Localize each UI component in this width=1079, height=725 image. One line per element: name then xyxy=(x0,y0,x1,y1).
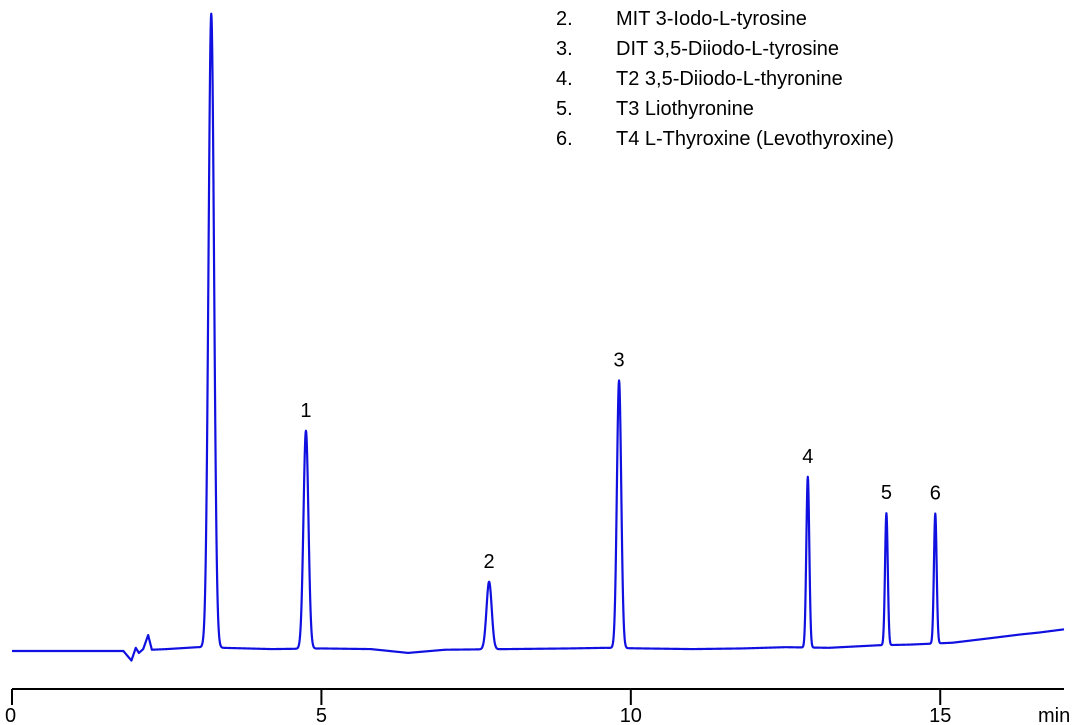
peak-label-6: 6 xyxy=(930,483,941,505)
peak-labels: 1 2 3 4 5 6 xyxy=(300,350,941,573)
x-tick-label: 10 xyxy=(620,705,642,725)
x-axis: 0 5 10 15 min xyxy=(5,688,1070,725)
legend-number: 3. xyxy=(556,38,573,60)
legend-entry: DIT 3,5-Diiodo-L-tyrosine xyxy=(616,38,839,60)
peak-label-1: 1 xyxy=(300,400,311,422)
peak-label-2: 2 xyxy=(484,551,495,573)
chromatogram-trace xyxy=(11,12,1065,662)
x-axis-unit: min xyxy=(1038,705,1070,725)
legend-number: 4. xyxy=(556,68,573,90)
x-tick-label: 15 xyxy=(929,705,951,725)
x-ticks: 0 5 10 15 xyxy=(5,689,951,725)
legend-number: 2. xyxy=(556,8,573,30)
legend-entry: T3 Liothyronine xyxy=(616,98,754,120)
legend-entry: MIT 3-Iodo-L-tyrosine xyxy=(616,8,807,30)
legend-entry: T2 3,5-Diiodo-L-thyronine xyxy=(616,68,843,90)
peak-label-5: 5 xyxy=(881,482,892,504)
legend-entry: T4 L-Thyroxine (Levothyroxine) xyxy=(616,128,894,150)
peak-label-4: 4 xyxy=(802,446,813,468)
peak-label-3: 3 xyxy=(614,350,625,372)
x-tick-label: 5 xyxy=(316,705,327,725)
x-tick-label: 0 xyxy=(5,705,16,725)
legend-number: 6. xyxy=(556,128,573,150)
legend-number: 5. xyxy=(556,98,573,120)
legend: 2. MIT 3-Iodo-L-tyrosine 3. DIT 3,5-Diio… xyxy=(556,8,894,150)
